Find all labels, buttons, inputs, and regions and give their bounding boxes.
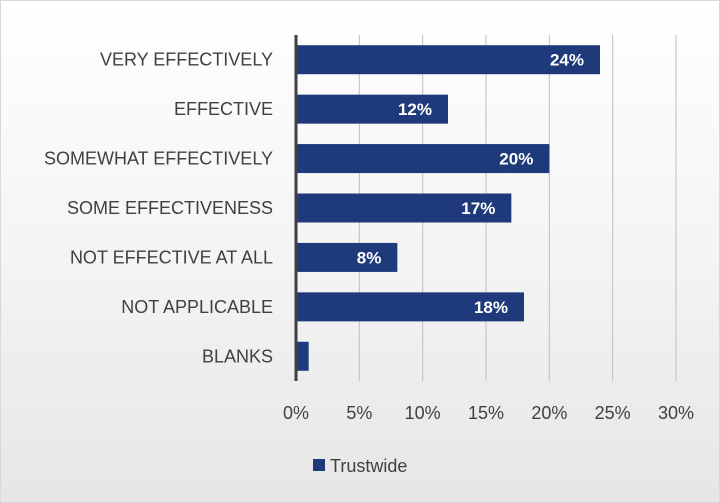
category-label: EFFECTIVE <box>174 99 273 119</box>
bar <box>296 341 309 371</box>
x-tick-labels: 0% 5% 10% 15% 20% 25% 30% <box>283 403 694 423</box>
x-tick-label: 5% <box>346 403 372 423</box>
gridlines <box>358 35 677 381</box>
category-label: VERY EFFECTIVELY <box>100 50 273 70</box>
category-label: NOT APPLICABLE <box>121 297 273 317</box>
category-label: NOT EFFECTIVE AT ALL <box>70 247 273 267</box>
bar <box>296 144 550 174</box>
data-label: 12% <box>398 100 432 119</box>
x-tick-label: 25% <box>595 403 631 423</box>
legend-label-trustwide: Trustwide <box>330 456 407 476</box>
category-labels: VERY EFFECTIVELY EFFECTIVE SOMEWHAT EFFECT… <box>44 50 273 367</box>
bar <box>296 242 398 272</box>
bar <box>296 193 512 223</box>
x-tick-label: 15% <box>468 403 504 423</box>
data-label: 24% <box>550 51 584 70</box>
data-label: 18% <box>474 298 508 317</box>
data-label: 17% <box>461 199 495 218</box>
x-tick-label: 10% <box>405 403 441 423</box>
category-label: SOME EFFECTIVENESS <box>67 198 273 218</box>
x-tick-label: 20% <box>531 403 567 423</box>
bar <box>296 94 448 124</box>
x-tick-label: 0% <box>283 403 309 423</box>
category-label: SOMEWHAT EFFECTIVELY <box>44 149 273 169</box>
data-label: 20% <box>499 150 533 169</box>
data-label: 8% <box>357 248 382 267</box>
bar <box>296 45 600 75</box>
bars <box>296 45 600 371</box>
legend-swatch-trustwide <box>313 459 325 471</box>
data-labels: 24% 12% 20% 17% 8% 18% <box>357 51 584 317</box>
legend: Trustwide <box>313 456 407 476</box>
bar <box>296 292 524 322</box>
category-label: BLANKS <box>202 346 273 366</box>
x-tick-label: 30% <box>658 403 694 423</box>
